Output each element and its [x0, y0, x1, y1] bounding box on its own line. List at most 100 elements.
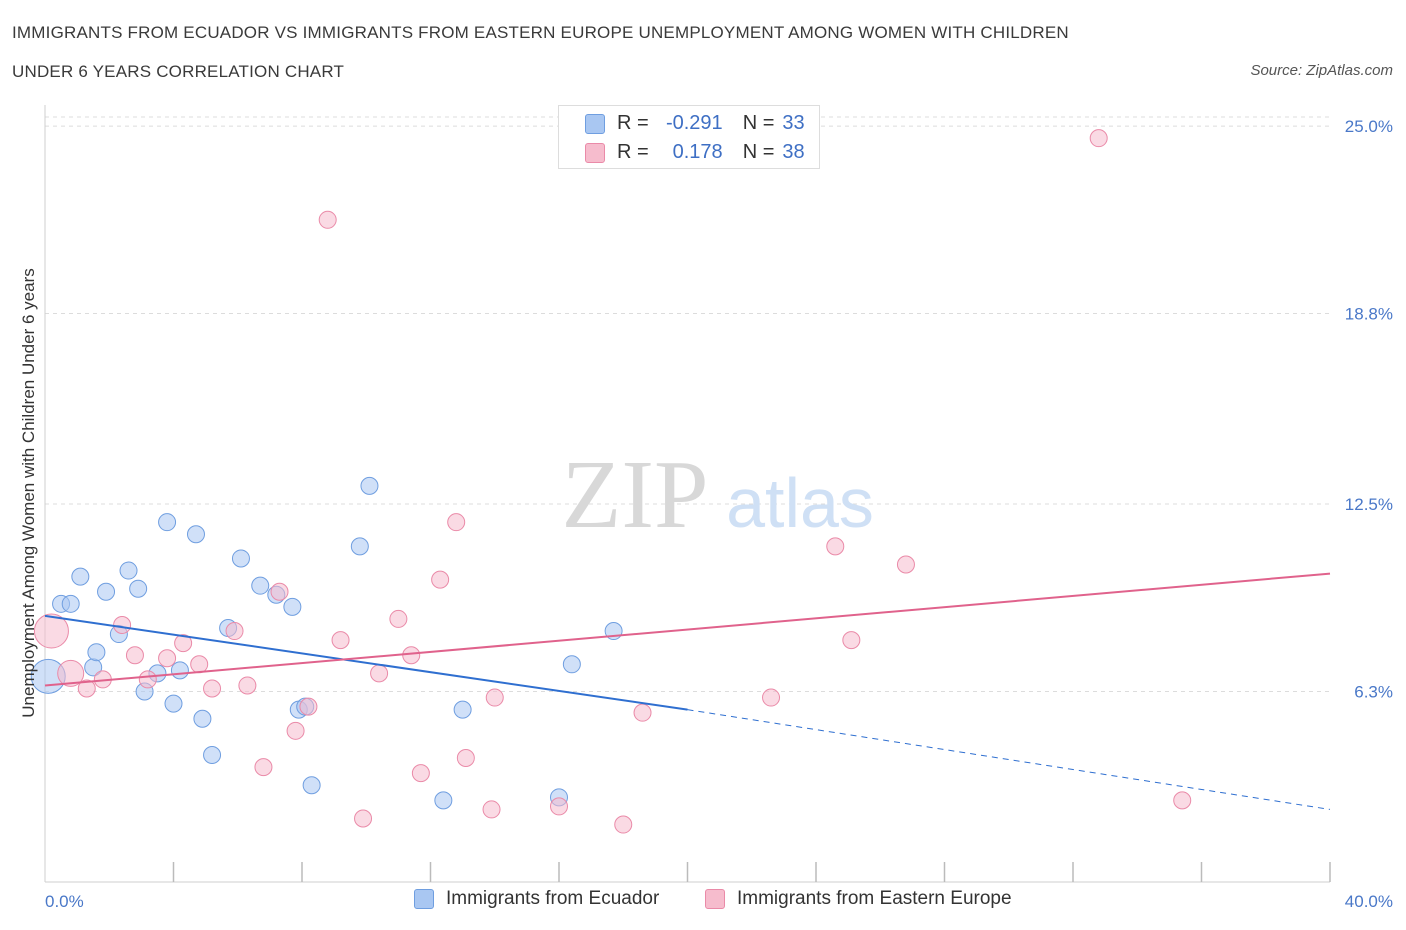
eastern-europe-point	[318, 210, 337, 229]
ecuador-point	[302, 776, 321, 795]
chart-title-line-2: UNDER 6 YEARS CORRELATION CHART	[12, 62, 345, 81]
stats-row-eastern-europe: R = 0.178 N = 38	[585, 141, 805, 164]
y-tick-label: 6.3%	[1354, 683, 1393, 702]
eastern-europe-point	[411, 764, 430, 783]
ecuador-point	[186, 525, 205, 544]
eastern-europe-point	[33, 613, 69, 649]
watermark-zip: ZIP	[562, 441, 709, 549]
ecuador-legend-swatch	[414, 889, 434, 909]
y-tick-label: 12.5%	[1345, 495, 1393, 514]
eastern-europe-trend-line	[44, 572, 1331, 687]
ecuador-point	[158, 513, 177, 532]
eastern-europe-point	[1089, 129, 1108, 148]
ecuador-point	[283, 597, 302, 616]
ecuador-point	[360, 476, 379, 495]
grid-lines	[45, 116, 1330, 693]
eastern-europe-point	[762, 688, 781, 707]
eastern-europe-legend-swatch	[705, 889, 725, 909]
n-label: N =	[742, 141, 775, 163]
ecuador-point	[61, 594, 80, 613]
eastern-europe-point	[370, 664, 389, 683]
eastern-europe-point	[447, 513, 466, 532]
eastern-europe-point	[550, 797, 568, 816]
ecuador-point	[350, 537, 369, 556]
ecuador-trend-extension	[687, 709, 1331, 810]
eastern-europe-point	[482, 800, 501, 819]
r-label: R =	[617, 141, 649, 163]
y-tick-labels: 6.3% 12.5% 18.8% 25.0%	[1345, 117, 1393, 701]
r-label: R =	[617, 112, 649, 134]
eastern-europe-point	[614, 815, 633, 834]
eastern-europe-point	[238, 676, 257, 695]
watermark: ZIP atlas	[562, 441, 874, 549]
eastern-europe-point	[190, 655, 209, 674]
eastern-europe-point	[402, 646, 421, 665]
ecuador-point	[251, 576, 270, 595]
eastern-europe-point	[389, 609, 408, 628]
n-value-ecuador: 33	[782, 112, 805, 134]
eastern-europe-point	[896, 555, 915, 574]
eastern-europe-point	[57, 659, 85, 687]
chart-title-line-1: IMMIGRANTS FROM ECUADOR VS IMMIGRANTS FR…	[12, 23, 1069, 42]
eastern-europe-point	[633, 703, 652, 722]
axes	[44, 105, 1331, 883]
ecuador-point	[71, 567, 90, 586]
y-tick-label: 25.0%	[1345, 117, 1393, 136]
eastern-europe-point	[225, 622, 244, 641]
trend-lines	[44, 572, 1331, 810]
ecuador-point	[434, 791, 453, 810]
n-label: N =	[742, 112, 775, 134]
stats-legend: R = -0.291 N = 33 R = 0.178 N = 38	[558, 105, 820, 169]
eastern-europe-point	[286, 721, 305, 740]
ecuador-point	[119, 561, 138, 580]
ecuador-swatch	[585, 113, 605, 134]
ecuador-point	[129, 579, 148, 598]
eastern-europe-point	[125, 646, 144, 665]
eastern-europe-point	[842, 631, 861, 650]
watermark-atlas: atlas	[726, 464, 874, 542]
eastern-europe-point	[158, 649, 177, 668]
eastern-europe-point	[485, 688, 504, 707]
ecuador-trend-line	[44, 614, 688, 711]
ecuador-point	[164, 694, 183, 713]
r-value-ecuador: -0.291	[665, 112, 723, 134]
legend-item-eastern-europe[interactable]: Immigrants from Eastern Europe	[705, 888, 1012, 910]
y-tick-label: 18.8%	[1345, 305, 1393, 324]
x-tick-label: 0.0%	[45, 892, 84, 911]
ecuador-point	[231, 549, 250, 568]
eastern-europe-point	[354, 809, 373, 828]
eastern-europe-point	[331, 631, 350, 650]
data-points	[30, 129, 1192, 834]
eastern-europe-point	[113, 615, 132, 634]
ecuador-point	[87, 643, 106, 662]
stats-row-ecuador: R = -0.291 N = 33	[585, 112, 805, 135]
ecuador-point	[203, 746, 222, 765]
eastern-europe-point	[456, 749, 475, 768]
x-tick-label: 40.0%	[1345, 892, 1393, 911]
eastern-europe-swatch	[585, 142, 605, 163]
legend-label-eastern-europe: Immigrants from Eastern Europe	[737, 888, 1012, 909]
x-tick-labels: 0.0% 40.0%	[45, 892, 1393, 911]
eastern-europe-point	[299, 697, 318, 716]
ecuador-point	[97, 582, 116, 601]
eastern-europe-point	[77, 679, 96, 698]
legend-label-ecuador: Immigrants from Ecuador	[446, 888, 660, 909]
legend-item-ecuador[interactable]: Immigrants from Ecuador	[414, 888, 659, 910]
eastern-europe-point	[431, 570, 450, 589]
ecuador-point	[562, 655, 581, 674]
bottom-legend: Immigrants from Ecuador Immigrants from …	[0, 888, 1406, 918]
source-label: Source: ZipAtlas.com	[1250, 62, 1393, 79]
r-value-eastern-europe: 0.178	[672, 141, 723, 163]
eastern-europe-point	[203, 679, 222, 698]
ecuador-point	[453, 700, 472, 719]
y-axis-label: Unemployment Among Women with Children U…	[19, 268, 38, 717]
n-value-eastern-europe: 38	[782, 141, 805, 163]
eastern-europe-point	[1173, 791, 1192, 810]
ecuador-point	[193, 709, 212, 728]
eastern-europe-point	[254, 758, 273, 777]
ecuador-point	[170, 661, 189, 680]
eastern-europe-point	[174, 634, 193, 653]
eastern-europe-point	[138, 670, 157, 689]
eastern-europe-point	[270, 582, 289, 601]
